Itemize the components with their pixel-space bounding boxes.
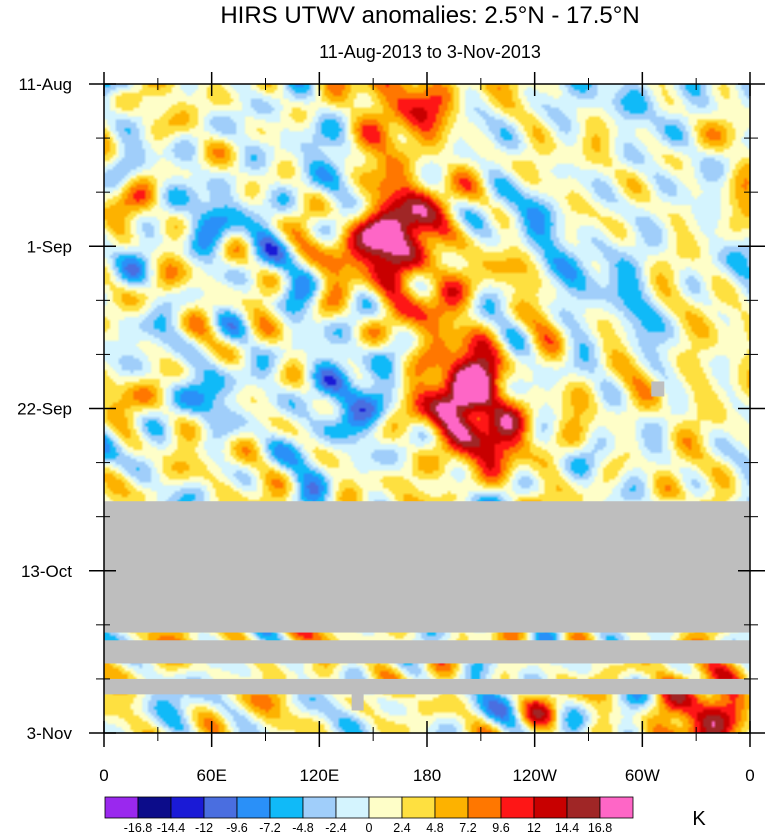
colorbar-label: -16.8 (124, 821, 153, 834)
colorbar-swatch (104, 796, 139, 819)
x-tick-label: 0 (99, 766, 108, 785)
axes: 11-Aug 1-Sep 22-Sep 13-Oct 3-Nov 0 60E 120E 180 1… (17, 72, 765, 785)
colorbar-swatch (203, 796, 238, 819)
colorbar-label: 0 (366, 821, 373, 834)
missing-data-band (104, 640, 750, 664)
chart-subtitle: 11-Aug-2013 to 3-Nov-2013 (319, 42, 541, 62)
colorbar-swatch (434, 796, 469, 819)
x-tick-label: 0 (745, 766, 754, 785)
colorbar-swatch (566, 796, 601, 819)
y-tick-label: 3-Nov (27, 724, 73, 743)
colorbar-label: -14.4 (157, 821, 186, 834)
colorbar-swatch (236, 796, 271, 819)
colorbar-swatch (335, 796, 370, 819)
colorbar-swatch (302, 796, 337, 819)
colorbar-label: -7.2 (259, 821, 281, 834)
anomaly-field (104, 84, 750, 733)
colorbar-swatch (467, 796, 502, 819)
colorbar-label: 7.2 (459, 821, 476, 834)
colorbar-label: 16.8 (588, 821, 612, 834)
colorbar-label: 4.8 (426, 821, 443, 834)
plot-area (104, 84, 750, 733)
missing-data-band (104, 501, 750, 633)
y-tick-label: 13-Oct (21, 562, 72, 581)
colorbar-swatch (599, 796, 634, 819)
x-tick-label: 120W (512, 766, 556, 785)
colorbar-swatch (500, 796, 535, 819)
colorbar: -16.8 -14.4 -12 -9.6 -7.2 -4.8 -2.4 0 2.4 4.8 7.2 9… (104, 796, 634, 834)
colorbar-label: -12 (195, 821, 213, 834)
y-tick-label: 11-Aug (18, 75, 72, 94)
x-tick-label: 120E (299, 766, 339, 785)
colorbar-swatch (170, 796, 205, 819)
colorbar-label: 2.4 (393, 821, 410, 834)
colorbar-swatch (137, 796, 172, 819)
colorbar-label: 9.6 (492, 821, 509, 834)
missing-data-band (104, 678, 750, 695)
missing-data-bands (104, 381, 750, 711)
missing-data-patch (351, 690, 364, 711)
colorbar-label: 12 (527, 821, 541, 834)
colorbar-label: -2.4 (325, 821, 347, 834)
chart-title: HIRS UTWV anomalies: 2.5°N - 17.5°N (220, 2, 639, 29)
missing-data-patch (651, 381, 665, 397)
colorbar-label: -9.6 (226, 821, 248, 834)
colorbar-swatch (368, 796, 403, 819)
x-tick-label: 60E (197, 766, 227, 785)
x-tick-label: 60W (625, 766, 660, 785)
colorbar-label: 14.4 (555, 821, 579, 834)
x-tick-label: 180 (413, 766, 441, 785)
colorbar-swatch (533, 796, 568, 819)
y-tick-label: 22-Sep (17, 400, 72, 419)
colorbar-swatch (269, 796, 304, 819)
colorbar-unit: K (692, 808, 706, 830)
colorbar-swatch (401, 796, 436, 819)
colorbar-label: -4.8 (292, 821, 314, 834)
y-tick-label: 1-Sep (27, 237, 72, 256)
